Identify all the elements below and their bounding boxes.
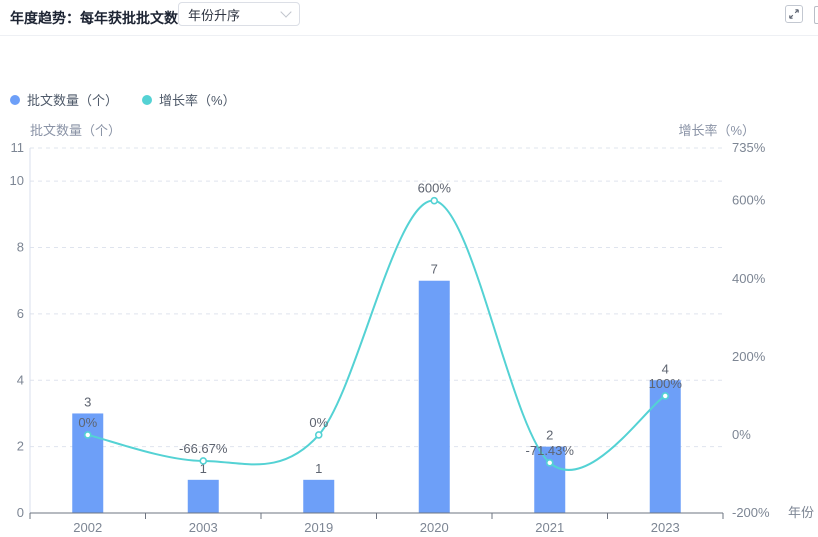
bar-2020[interactable] (418, 280, 450, 513)
legend-item-growth-rate[interactable]: 增长率（%） (142, 90, 236, 109)
sort-order-select[interactable]: 年份升序 (178, 2, 300, 26)
x-label-2021: 2021 (535, 520, 564, 535)
bar-label-2003: 1 (200, 461, 207, 476)
bar-label-2021: 2 (546, 428, 553, 443)
right-tick-400%: 400% (732, 271, 766, 286)
left-tick-2: 2 (17, 439, 24, 454)
right-axis-title: 增长率（%） (678, 123, 755, 138)
point-2021[interactable] (545, 459, 554, 467)
bar-label-2020: 7 (431, 262, 438, 277)
bar-label-2002: 3 (84, 394, 91, 409)
point-2002[interactable] (83, 431, 92, 439)
sort-order-value: 年份升序 (188, 7, 241, 23)
left-tick-8: 8 (17, 240, 24, 255)
x-label-2023: 2023 (651, 520, 680, 535)
left-tick-4: 4 (17, 372, 24, 387)
point-2003[interactable] (199, 457, 208, 465)
card-header: 年度趋势：每年获批批文数 年份升序 (0, 0, 818, 36)
point-label-2020: 600% (418, 181, 452, 196)
left-tick-10: 10 (10, 173, 24, 188)
right-tick-735%: 735% (732, 140, 766, 155)
right-tick-200%: 200% (732, 349, 766, 364)
bar-label-2019: 1 (315, 461, 322, 476)
growth-rate-line (87, 199, 666, 471)
bar-2003[interactable] (187, 479, 219, 513)
point-label-2023: 100% (649, 376, 683, 391)
x-axis-name: 年份 (788, 505, 814, 520)
bar-2021[interactable] (534, 446, 566, 513)
left-axis-title: 批文数量（个） (30, 123, 122, 138)
chart-legend: 批文数量（个） 增长率（%） (10, 90, 236, 109)
left-tick-11: 11 (11, 140, 25, 155)
right-tick-600%: 600% (732, 193, 766, 208)
point-label-2019: 0% (309, 415, 328, 430)
legend-dot-approvals (10, 94, 20, 105)
x-label-2002: 2002 (73, 520, 102, 535)
clipped-icon[interactable] (814, 6, 818, 24)
x-label-2020: 2020 (420, 520, 449, 535)
legend-dot-growth-rate (142, 94, 153, 105)
trend-chart: 31 17240%-66.67%0%600%-71.43%100%02468101… (10, 140, 814, 535)
bar-2002[interactable] (72, 413, 104, 513)
page-title: 年度趋势：每年获批批文数 (10, 10, 178, 26)
point-label-2021: -71.43% (526, 443, 575, 458)
legend-label-approvals: 批文数量（个） (27, 93, 119, 108)
expand-icon[interactable] (785, 5, 803, 23)
point-label-2003: -66.67% (179, 441, 228, 456)
left-tick-6: 6 (17, 306, 24, 321)
point-2020[interactable] (430, 196, 439, 205)
bar-2023[interactable] (649, 380, 681, 513)
legend-item-approvals[interactable]: 批文数量（个） (10, 90, 118, 109)
x-label-2003: 2003 (189, 520, 218, 535)
bar-2019[interactable] (303, 479, 335, 513)
right-tick-0%: 0% (732, 427, 751, 442)
point-label-2002: 0% (78, 415, 97, 430)
chevron-down-icon (280, 6, 292, 18)
x-label-2019: 2019 (304, 520, 333, 535)
legend-label-growth-rate: 增长率（%） (159, 93, 236, 108)
point-2023[interactable] (661, 392, 670, 400)
point-2019[interactable] (314, 431, 323, 439)
right-tick--200%: -200% (732, 505, 770, 520)
left-tick-0: 0 (17, 505, 24, 520)
bar-label-2023: 4 (662, 361, 669, 376)
